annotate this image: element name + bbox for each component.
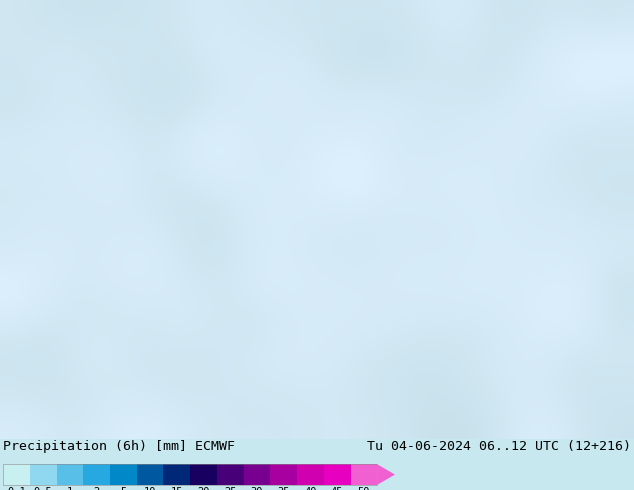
Text: 2: 2 — [94, 487, 100, 490]
Text: 30: 30 — [250, 487, 263, 490]
Text: 15: 15 — [171, 487, 183, 490]
Bar — [3, 465, 30, 485]
Text: Precipitation (6h) [mm] ECMWF: Precipitation (6h) [mm] ECMWF — [3, 440, 235, 453]
Text: 50: 50 — [358, 487, 370, 490]
Bar — [324, 465, 351, 485]
Text: Tu 04-06-2024 06..12 UTC (12+216): Tu 04-06-2024 06..12 UTC (12+216) — [367, 440, 631, 453]
Bar — [217, 465, 243, 485]
Text: 1: 1 — [67, 487, 73, 490]
Bar — [83, 465, 110, 485]
Text: 10: 10 — [144, 487, 157, 490]
Bar — [56, 465, 83, 485]
Polygon shape — [377, 465, 395, 485]
Text: 5: 5 — [120, 487, 127, 490]
Text: 35: 35 — [278, 487, 290, 490]
Bar — [351, 465, 377, 485]
Bar — [110, 465, 137, 485]
Text: 25: 25 — [224, 487, 236, 490]
Text: 20: 20 — [197, 487, 210, 490]
Text: 40: 40 — [304, 487, 317, 490]
Bar — [137, 465, 164, 485]
Text: 45: 45 — [331, 487, 344, 490]
Bar — [3, 465, 377, 485]
Bar — [243, 465, 270, 485]
Bar — [30, 465, 56, 485]
Text: 0.5: 0.5 — [34, 487, 53, 490]
Text: 0.1: 0.1 — [7, 487, 26, 490]
Bar — [270, 465, 297, 485]
Bar — [297, 465, 324, 485]
Bar — [164, 465, 190, 485]
Bar — [190, 465, 217, 485]
